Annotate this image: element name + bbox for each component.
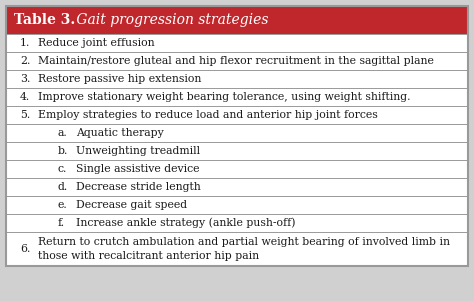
Text: Unweighting treadmill: Unweighting treadmill (76, 146, 200, 156)
Text: Decrease stride length: Decrease stride length (76, 182, 201, 192)
Text: 1.: 1. (20, 38, 30, 48)
Bar (6, 6, 468, 266)
Text: Return to crutch ambulation and partial weight bearing of involved limb in
those: Return to crutch ambulation and partial … (38, 237, 450, 261)
Bar (6, 6, 468, 266)
Text: d.: d. (58, 182, 68, 192)
Text: 5.: 5. (20, 110, 30, 120)
Text: c.: c. (58, 164, 67, 174)
Text: Table 3.: Table 3. (14, 13, 75, 27)
Text: Restore passive hip extension: Restore passive hip extension (38, 74, 201, 84)
Text: Aquatic therapy: Aquatic therapy (76, 128, 164, 138)
Text: 2.: 2. (20, 56, 30, 66)
Text: Maintain/restore gluteal and hip flexor recruitment in the sagittal plane: Maintain/restore gluteal and hip flexor … (38, 56, 434, 66)
Text: f.: f. (58, 218, 65, 228)
Text: Single assistive device: Single assistive device (76, 164, 200, 174)
Text: Decrease gait speed: Decrease gait speed (76, 200, 187, 210)
Text: Employ strategies to reduce load and anterior hip joint forces: Employ strategies to reduce load and ant… (38, 110, 378, 120)
Text: Increase ankle strategy (ankle push-off): Increase ankle strategy (ankle push-off) (76, 218, 295, 228)
Text: a.: a. (58, 128, 68, 138)
Text: Gait progression strategies: Gait progression strategies (72, 13, 268, 27)
Text: Improve stationary weight bearing tolerance, using weight shifting.: Improve stationary weight bearing tolera… (38, 92, 410, 102)
Text: Reduce joint effusion: Reduce joint effusion (38, 38, 155, 48)
Text: e.: e. (58, 200, 68, 210)
Text: 3.: 3. (20, 74, 30, 84)
Text: b.: b. (58, 146, 68, 156)
Text: 6.: 6. (20, 244, 30, 254)
Bar (6, 6, 468, 34)
Text: 4.: 4. (20, 92, 30, 102)
